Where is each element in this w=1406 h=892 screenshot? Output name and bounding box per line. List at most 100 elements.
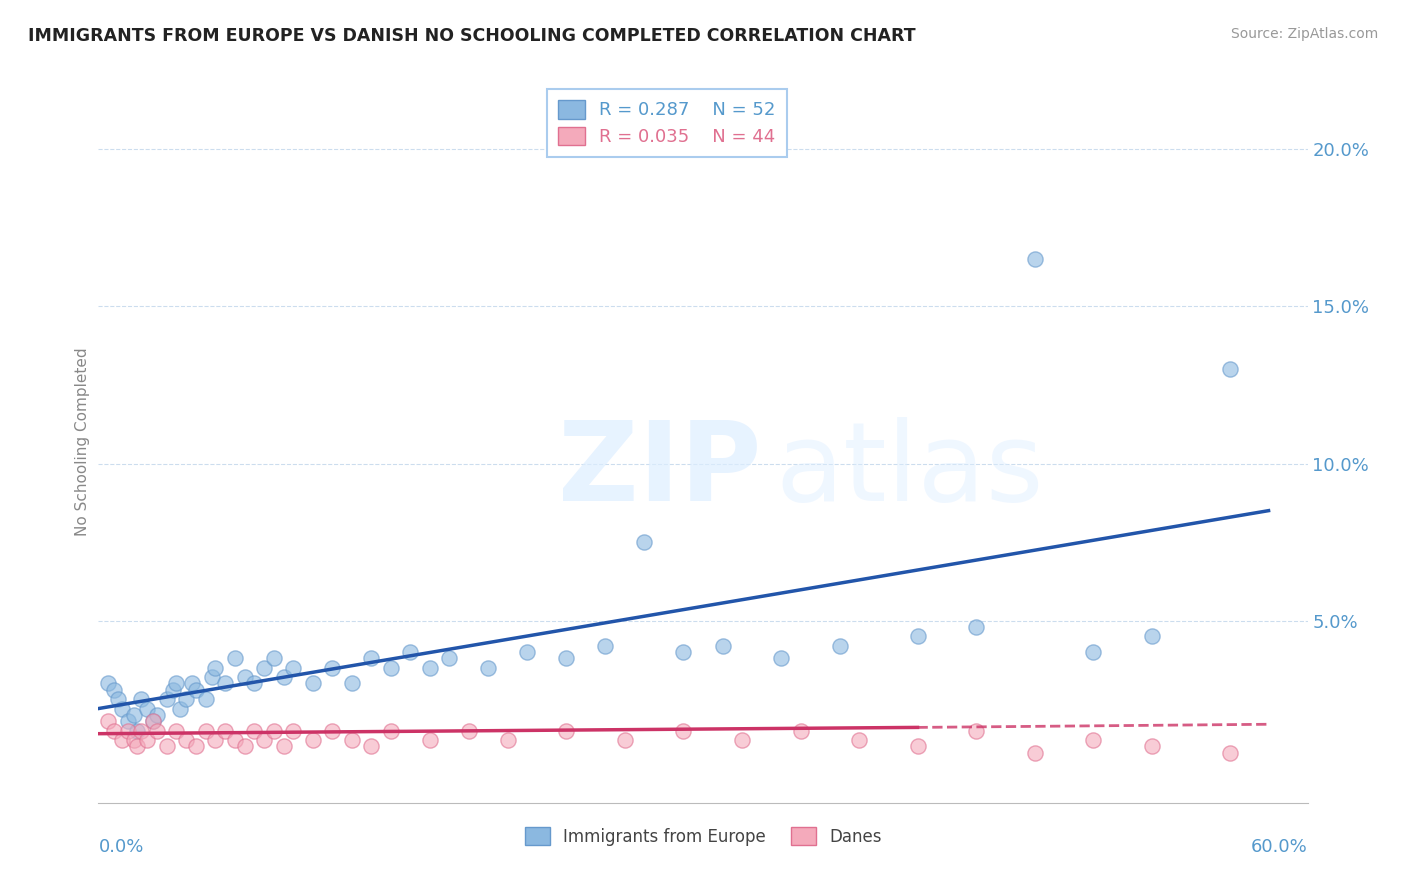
Point	[302, 676, 325, 690]
Point	[1140, 629, 1163, 643]
Y-axis label: No Schooling Completed: No Schooling Completed	[75, 347, 90, 536]
Point	[131, 723, 153, 738]
Point	[122, 707, 145, 722]
Point	[224, 651, 246, 665]
Point	[200, 670, 222, 684]
Point	[1081, 733, 1104, 747]
Point	[907, 629, 929, 643]
Point	[1024, 252, 1046, 267]
Point	[127, 739, 149, 754]
Point	[97, 676, 120, 690]
Point	[204, 733, 226, 747]
Point	[360, 739, 382, 754]
Text: 0.0%: 0.0%	[98, 838, 143, 856]
Point	[184, 739, 207, 754]
Point	[131, 692, 153, 706]
Point	[146, 707, 169, 722]
Point	[233, 739, 256, 754]
Point	[516, 645, 538, 659]
Point	[283, 723, 305, 738]
Point	[399, 645, 422, 659]
Point	[243, 723, 266, 738]
Point	[165, 676, 187, 690]
Point	[614, 733, 637, 747]
Point	[273, 739, 295, 754]
Point	[439, 651, 461, 665]
Point	[1219, 746, 1241, 760]
Point	[302, 733, 325, 747]
Point	[194, 723, 217, 738]
Point	[122, 733, 145, 747]
Point	[142, 714, 165, 728]
Point	[169, 701, 191, 715]
Point	[477, 661, 499, 675]
Legend: Immigrants from Europe, Danes: Immigrants from Europe, Danes	[517, 821, 889, 852]
Point	[146, 723, 169, 738]
Point	[111, 733, 134, 747]
Point	[965, 620, 987, 634]
Point	[111, 701, 134, 715]
Point	[214, 676, 236, 690]
Text: 60.0%: 60.0%	[1251, 838, 1308, 856]
Point	[380, 661, 402, 675]
Point	[184, 682, 207, 697]
Point	[965, 723, 987, 738]
Point	[769, 651, 792, 665]
Point	[194, 692, 217, 706]
Point	[165, 723, 187, 738]
Point	[162, 682, 184, 697]
Point	[174, 692, 197, 706]
Point	[595, 639, 617, 653]
Point	[828, 639, 851, 653]
Point	[555, 723, 578, 738]
Point	[672, 723, 695, 738]
Point	[1024, 746, 1046, 760]
Point	[419, 661, 441, 675]
Point	[419, 733, 441, 747]
Point	[117, 723, 139, 738]
Point	[174, 733, 197, 747]
Point	[496, 733, 519, 747]
Point	[263, 651, 285, 665]
Point	[103, 682, 125, 697]
Point	[243, 676, 266, 690]
Point	[233, 670, 256, 684]
Text: ZIP: ZIP	[558, 417, 761, 524]
Point	[136, 701, 159, 715]
Point	[253, 661, 276, 675]
Point	[1140, 739, 1163, 754]
Point	[136, 733, 159, 747]
Point	[672, 645, 695, 659]
Point	[633, 535, 655, 549]
Point	[214, 723, 236, 738]
Text: Source: ZipAtlas.com: Source: ZipAtlas.com	[1230, 27, 1378, 41]
Text: IMMIGRANTS FROM EUROPE VS DANISH NO SCHOOLING COMPLETED CORRELATION CHART: IMMIGRANTS FROM EUROPE VS DANISH NO SCHO…	[28, 27, 915, 45]
Point	[204, 661, 226, 675]
Point	[103, 723, 125, 738]
Point	[321, 723, 343, 738]
Point	[711, 639, 734, 653]
Point	[340, 676, 363, 690]
Point	[1219, 362, 1241, 376]
Point	[224, 733, 246, 747]
Point	[156, 692, 179, 706]
Point	[321, 661, 343, 675]
Point	[181, 676, 204, 690]
Point	[907, 739, 929, 754]
Point	[1081, 645, 1104, 659]
Point	[253, 733, 276, 747]
Point	[156, 739, 179, 754]
Point	[142, 714, 165, 728]
Point	[731, 733, 754, 747]
Point	[848, 733, 870, 747]
Point	[107, 692, 129, 706]
Point	[127, 723, 149, 738]
Point	[380, 723, 402, 738]
Point	[117, 714, 139, 728]
Text: atlas: atlas	[776, 417, 1045, 524]
Point	[555, 651, 578, 665]
Point	[340, 733, 363, 747]
Point	[263, 723, 285, 738]
Point	[283, 661, 305, 675]
Point	[458, 723, 481, 738]
